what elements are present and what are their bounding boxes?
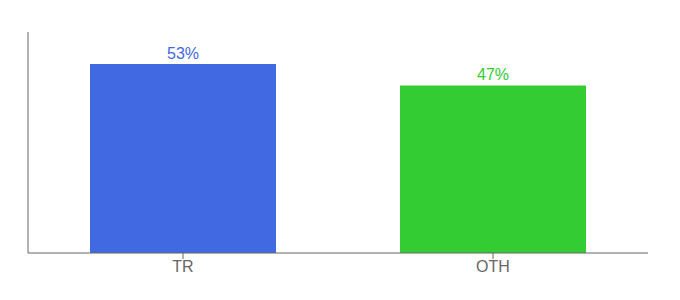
svg-text:47%: 47% [477,66,509,83]
svg-text:TR: TR [172,258,193,275]
svg-text:53%: 53% [167,45,199,62]
svg-text:OTH: OTH [476,258,510,275]
